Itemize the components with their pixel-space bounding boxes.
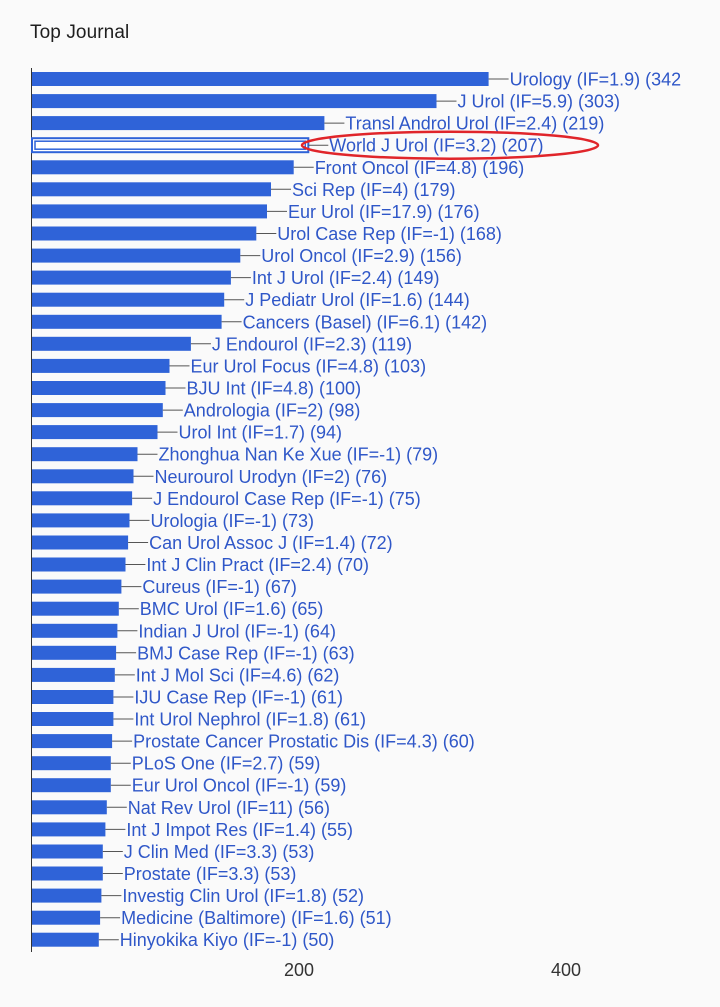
bar[interactable] [32,94,437,109]
bar[interactable] [32,910,101,925]
bar-label: Zhonghua Nan Ke Xue (IF=-1) (79) [159,445,439,465]
bar-label: J Pediatr Urol (IF=1.6) (144) [245,290,470,310]
bar-label: BJU Int (IF=4.8) (100) [187,379,362,399]
bar[interactable] [32,513,130,528]
bar-label: World J Urol (IF=3.2) (207) [329,136,543,156]
bar-label: Urol Oncol (IF=2.9) (156) [261,246,462,266]
bar[interactable] [32,425,158,440]
bar[interactable] [32,601,119,616]
bar[interactable] [32,822,106,837]
bar-label: Can Urol Assoc J (IF=1.4) (72) [149,533,393,553]
bar[interactable] [32,160,294,175]
bar[interactable] [32,888,102,903]
bar-label: Eur Urol (IF=17.9) (176) [288,202,480,222]
x-tick-label: 400 [551,960,581,980]
bar[interactable] [32,116,325,131]
bar-label: Urol Int (IF=1.7) (94) [179,423,343,443]
bar-label: Prostate Cancer Prostatic Dis (IF=4.3) (… [133,732,475,752]
bar[interactable] [32,270,231,285]
bar[interactable] [32,447,138,462]
bar-label: J Endourol (IF=2.3) (119) [212,334,412,354]
bar[interactable] [32,712,114,726]
bar-label: Neurourol Urodyn (IF=2) (76) [155,467,388,487]
bar-label: Hinyokika Kiyo (IF=-1) (50) [120,930,335,950]
bar-label: J Urol (IF=5.9) (303) [458,92,621,112]
bar-label: IJU Case Rep (IF=-1) (61) [134,688,343,708]
highlight-ellipse [300,130,600,160]
bar[interactable] [32,756,111,771]
bar[interactable] [32,800,107,815]
bar-label: Prostate (IF=3.3) (53) [124,864,297,884]
bar[interactable] [32,645,117,660]
bar-inner-outline [34,140,307,150]
bar-label: Cancers (Basel) (IF=6.1) (142) [243,312,488,332]
bar[interactable] [32,403,163,418]
bar[interactable] [32,469,134,484]
bar-label: PLoS One (IF=2.7) (59) [132,754,321,774]
bar[interactable] [32,336,191,351]
bar[interactable] [32,248,241,263]
bar-label: Indian J Urol (IF=-1) (64) [138,621,336,641]
bar-label: Int J Mol Sci (IF=4.6) (62) [136,665,340,685]
bar-label: Int Urol Nephrol (IF=1.8) (61) [134,710,366,730]
bar[interactable] [32,292,225,307]
bar[interactable] [32,778,111,793]
bar[interactable] [32,844,103,859]
bar-label: Investig Clin Urol (IF=1.8) (52) [122,886,364,906]
bar[interactable] [32,557,126,572]
bar-label: Int J Impot Res (IF=1.4) (55) [126,820,353,840]
x-tick-label: 200 [284,960,314,980]
bar[interactable] [32,932,99,947]
bar[interactable] [32,667,115,682]
bar-label: Eur Urol Oncol (IF=-1) (59) [132,776,347,796]
bar[interactable] [32,734,113,749]
bar[interactable] [32,866,103,881]
bar-label: Eur Urol Focus (IF=4.8) (103) [191,356,427,376]
bar[interactable] [32,226,257,241]
bar[interactable] [32,381,166,395]
bar-label: Transl Androl Urol (IF=2.4) (219) [345,114,604,134]
bar-label: J Endourol Case Rep (IF=-1) (75) [153,489,421,509]
bar[interactable] [32,535,129,550]
bar-label: J Clin Med (IF=3.3) (53) [124,842,315,862]
bar-label: Nat Rev Urol (IF=11) (56) [128,798,330,818]
bar-label: Urologia (IF=-1) (73) [151,511,315,531]
bar-label: Andrologia (IF=2) (98) [184,401,361,421]
bar-label: Medicine (Baltimore) (IF=1.6) (51) [121,908,392,928]
bar-label: Urol Case Rep (IF=-1) (168) [277,224,502,244]
bar[interactable] [32,314,222,329]
bar-label: Front Oncol (IF=4.8) (196) [315,158,525,178]
bar[interactable] [32,579,122,594]
bar[interactable] [32,358,170,373]
bar[interactable] [32,690,114,704]
chart-title: Top Journal [30,22,130,43]
bar-label: BMJ Case Rep (IF=-1) (63) [137,643,355,663]
bar-label: Int J Clin Pract (IF=2.4) (70) [146,555,369,575]
bar[interactable] [32,72,489,86]
bar-label: Cureus (IF=-1) (67) [142,577,297,597]
bar[interactable] [32,204,267,219]
bar[interactable] [31,137,310,154]
bar[interactable] [32,491,133,506]
bar[interactable] [32,182,271,197]
bar[interactable] [32,623,118,638]
bar-label: Sci Rep (IF=4) (179) [292,180,456,200]
bar-label: BMC Urol (IF=1.6) (65) [140,599,324,619]
bar-label: Urology (IF=1.9) (342 [510,70,682,90]
bar-label: Int J Urol (IF=2.4) (149) [252,268,440,288]
